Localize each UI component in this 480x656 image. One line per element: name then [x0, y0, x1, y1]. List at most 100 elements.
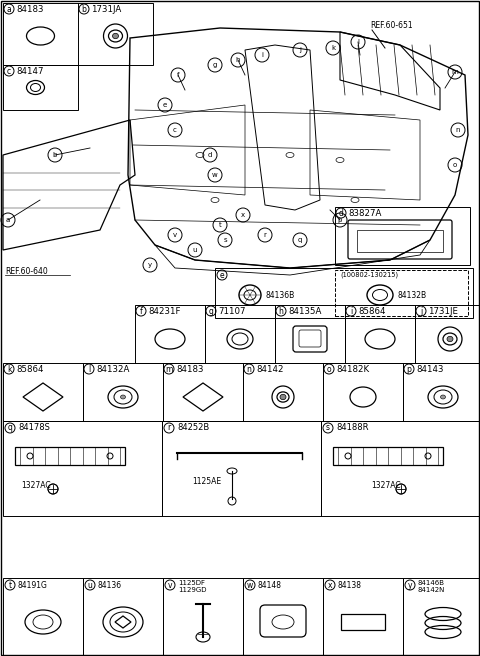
Text: 71107: 71107: [218, 306, 245, 316]
Text: e: e: [163, 102, 167, 108]
Text: 85864: 85864: [358, 306, 385, 316]
Text: 84142N: 84142N: [418, 587, 445, 593]
Text: m: m: [165, 365, 173, 373]
Text: 84146B: 84146B: [418, 580, 445, 586]
Bar: [341, 614, 385, 630]
Text: 1327AC: 1327AC: [21, 482, 50, 491]
Text: w: w: [247, 581, 253, 590]
Text: c: c: [7, 66, 11, 75]
Bar: [335, 270, 468, 316]
Text: o: o: [327, 365, 331, 373]
Text: 84183: 84183: [176, 365, 204, 373]
Text: k: k: [331, 45, 335, 51]
Text: g: g: [209, 306, 214, 316]
Text: 84183: 84183: [16, 5, 44, 14]
Text: a: a: [7, 5, 12, 14]
Text: 84132B: 84132B: [397, 291, 426, 300]
Text: n: n: [456, 127, 460, 133]
Bar: [83, 578, 163, 656]
Text: v: v: [173, 232, 177, 238]
Bar: [403, 363, 480, 421]
Bar: [3, 578, 83, 656]
Text: f: f: [177, 72, 179, 78]
Text: a: a: [6, 217, 10, 223]
Bar: [403, 578, 480, 656]
Text: 1327AC: 1327AC: [371, 482, 401, 491]
Bar: [15, 447, 125, 465]
Text: 83827A: 83827A: [348, 209, 382, 218]
Bar: [163, 363, 243, 421]
Text: 84188R: 84188R: [336, 424, 369, 432]
Text: t: t: [9, 581, 12, 590]
Text: s: s: [326, 424, 330, 432]
Text: b: b: [53, 152, 57, 158]
Text: j: j: [299, 47, 301, 53]
Text: i: i: [261, 52, 263, 58]
Text: 84147: 84147: [16, 66, 44, 75]
Text: 84136: 84136: [98, 581, 122, 590]
Text: 84178S: 84178S: [18, 424, 50, 432]
Bar: [243, 363, 323, 421]
Text: 1731JA: 1731JA: [91, 5, 121, 14]
Bar: [333, 447, 443, 465]
Text: f: f: [140, 306, 143, 316]
Text: q: q: [298, 237, 302, 243]
Bar: [3, 3, 153, 65]
Text: n: n: [247, 365, 252, 373]
Text: x: x: [241, 212, 245, 218]
Text: s: s: [223, 237, 227, 243]
Bar: [335, 207, 470, 265]
Ellipse shape: [112, 33, 119, 39]
Text: 84136B: 84136B: [265, 291, 294, 300]
Text: v: v: [168, 581, 172, 590]
Text: 84142: 84142: [256, 365, 284, 373]
Text: l: l: [357, 39, 359, 45]
Ellipse shape: [447, 337, 453, 342]
Bar: [275, 305, 345, 363]
Text: l: l: [88, 365, 90, 373]
Ellipse shape: [280, 394, 286, 400]
Bar: [205, 305, 275, 363]
Text: u: u: [193, 247, 197, 253]
Bar: [83, 363, 163, 421]
Text: 84132A: 84132A: [96, 365, 130, 373]
Bar: [243, 578, 323, 656]
Text: h: h: [236, 57, 240, 63]
Text: g: g: [213, 62, 217, 68]
Text: 1731JE: 1731JE: [428, 306, 458, 316]
Bar: [162, 421, 321, 516]
Text: REF.60-651: REF.60-651: [370, 20, 413, 30]
Text: 84191G: 84191G: [18, 581, 48, 590]
Text: m: m: [452, 69, 458, 75]
Text: w: w: [212, 172, 218, 178]
Text: c: c: [173, 127, 177, 133]
Text: 85864: 85864: [16, 365, 44, 373]
Bar: [357, 230, 443, 252]
Text: 84143: 84143: [416, 365, 444, 373]
Bar: [321, 421, 480, 516]
Text: 84182K: 84182K: [336, 365, 369, 373]
Text: q: q: [8, 424, 12, 432]
Bar: [345, 305, 415, 363]
Text: 84252B: 84252B: [177, 424, 209, 432]
Text: r: r: [264, 232, 266, 238]
Text: 84148: 84148: [258, 581, 282, 590]
Text: r: r: [168, 424, 170, 432]
Bar: [3, 363, 83, 421]
Text: y: y: [148, 262, 152, 268]
Bar: [323, 363, 403, 421]
Text: o: o: [453, 162, 457, 168]
Text: p: p: [407, 365, 411, 373]
Text: d: d: [338, 209, 343, 218]
Text: x: x: [328, 581, 332, 590]
Text: 1125AE: 1125AE: [192, 476, 221, 485]
Ellipse shape: [120, 395, 125, 399]
Text: y: y: [408, 581, 412, 590]
Text: 1129GD: 1129GD: [178, 587, 206, 593]
Bar: [3, 421, 162, 516]
Bar: [135, 305, 205, 363]
Text: REF.60-640: REF.60-640: [5, 268, 48, 276]
Bar: [215, 268, 473, 318]
Text: 84135A: 84135A: [288, 306, 322, 316]
Bar: [163, 578, 243, 656]
